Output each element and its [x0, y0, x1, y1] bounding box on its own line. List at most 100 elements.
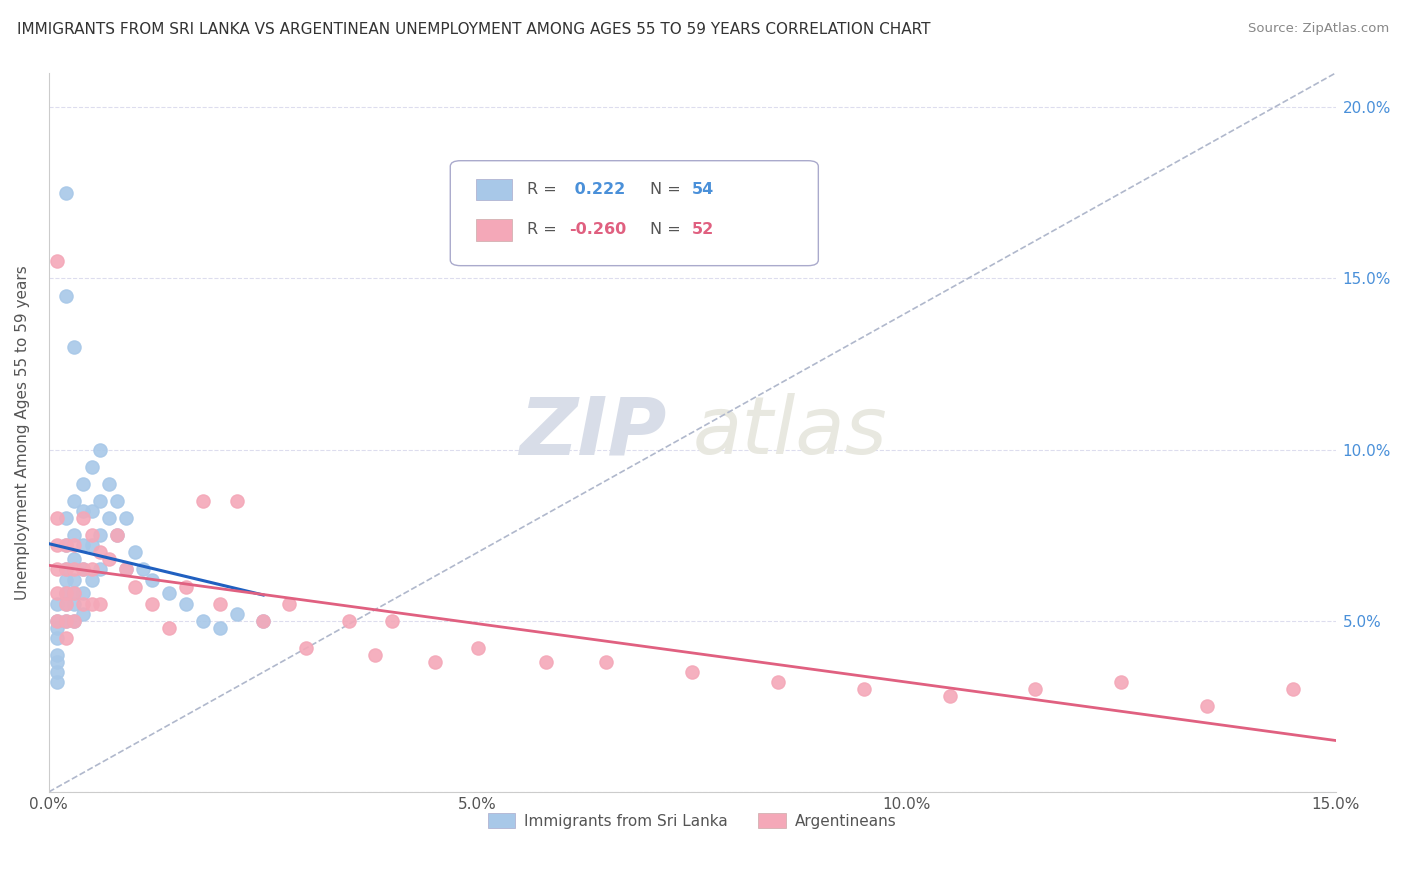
Point	[46, 562, 69, 576]
Point	[364, 648, 387, 662]
Point	[105, 528, 128, 542]
Point	[72, 586, 94, 600]
Point	[89, 494, 111, 508]
Point	[80, 504, 103, 518]
Point	[46, 254, 69, 268]
Text: N =: N =	[650, 222, 686, 237]
Point	[63, 538, 86, 552]
Point	[46, 614, 69, 628]
Point	[72, 504, 94, 518]
Point	[46, 621, 69, 635]
Point	[55, 586, 77, 600]
Point	[46, 648, 69, 662]
Point	[381, 614, 404, 628]
FancyBboxPatch shape	[477, 219, 512, 241]
Point	[97, 511, 120, 525]
Text: R =: R =	[527, 182, 562, 197]
Point	[337, 614, 360, 628]
Point	[72, 511, 94, 525]
Point	[80, 597, 103, 611]
Point	[252, 614, 274, 628]
Point	[55, 614, 77, 628]
Point	[89, 442, 111, 457]
Point	[80, 573, 103, 587]
Point	[80, 562, 103, 576]
Point	[46, 655, 69, 669]
Text: N =: N =	[650, 182, 686, 197]
Point	[55, 186, 77, 200]
Point	[97, 552, 120, 566]
Point	[141, 573, 163, 587]
FancyBboxPatch shape	[450, 161, 818, 266]
Point	[97, 476, 120, 491]
Y-axis label: Unemployment Among Ages 55 to 59 years: Unemployment Among Ages 55 to 59 years	[15, 265, 30, 599]
Point	[157, 621, 180, 635]
Text: -0.260: -0.260	[568, 222, 626, 237]
Point	[55, 614, 77, 628]
Point	[55, 597, 77, 611]
Point	[89, 597, 111, 611]
Point	[63, 573, 86, 587]
Point	[80, 459, 103, 474]
Point	[63, 340, 86, 354]
Point	[72, 607, 94, 621]
Point	[72, 562, 94, 576]
Point	[193, 614, 215, 628]
Point	[295, 641, 318, 656]
Point	[209, 597, 232, 611]
Point	[157, 586, 180, 600]
Point	[72, 476, 94, 491]
Text: 54: 54	[692, 182, 714, 197]
Point	[46, 511, 69, 525]
Point	[72, 597, 94, 611]
Point	[193, 494, 215, 508]
Point	[55, 288, 77, 302]
Text: IMMIGRANTS FROM SRI LANKA VS ARGENTINEAN UNEMPLOYMENT AMONG AGES 55 TO 59 YEARS : IMMIGRANTS FROM SRI LANKA VS ARGENTINEAN…	[17, 22, 931, 37]
Text: Source: ZipAtlas.com: Source: ZipAtlas.com	[1249, 22, 1389, 36]
Point	[141, 597, 163, 611]
Point	[1024, 682, 1046, 697]
Point	[1195, 699, 1218, 714]
Point	[80, 538, 103, 552]
Point	[55, 562, 77, 576]
Point	[63, 562, 86, 576]
Point	[766, 675, 789, 690]
Point	[46, 538, 69, 552]
Point	[89, 528, 111, 542]
Point	[63, 528, 86, 542]
Point	[55, 573, 77, 587]
Point	[55, 586, 77, 600]
Point	[278, 597, 301, 611]
Point	[63, 586, 86, 600]
Text: 52: 52	[692, 222, 714, 237]
Point	[209, 621, 232, 635]
Point	[55, 597, 77, 611]
Point	[63, 552, 86, 566]
Point	[63, 586, 86, 600]
FancyBboxPatch shape	[477, 178, 512, 200]
Point	[681, 665, 703, 680]
Point	[174, 597, 197, 611]
Text: ZIP: ZIP	[519, 393, 666, 472]
Point	[115, 562, 138, 576]
Point	[174, 580, 197, 594]
Point	[63, 597, 86, 611]
Point	[46, 665, 69, 680]
Point	[252, 614, 274, 628]
Point	[46, 597, 69, 611]
Point	[55, 538, 77, 552]
Point	[46, 631, 69, 645]
Point	[55, 631, 77, 645]
Point	[132, 562, 155, 576]
Text: R =: R =	[527, 222, 562, 237]
Point	[124, 580, 146, 594]
Point	[63, 494, 86, 508]
Point	[63, 614, 86, 628]
Point	[226, 607, 249, 621]
Point	[423, 655, 446, 669]
Point	[105, 494, 128, 508]
Point	[105, 528, 128, 542]
Legend: Immigrants from Sri Lanka, Argentineans: Immigrants from Sri Lanka, Argentineans	[481, 807, 903, 835]
Point	[226, 494, 249, 508]
Text: atlas: atlas	[692, 393, 887, 472]
